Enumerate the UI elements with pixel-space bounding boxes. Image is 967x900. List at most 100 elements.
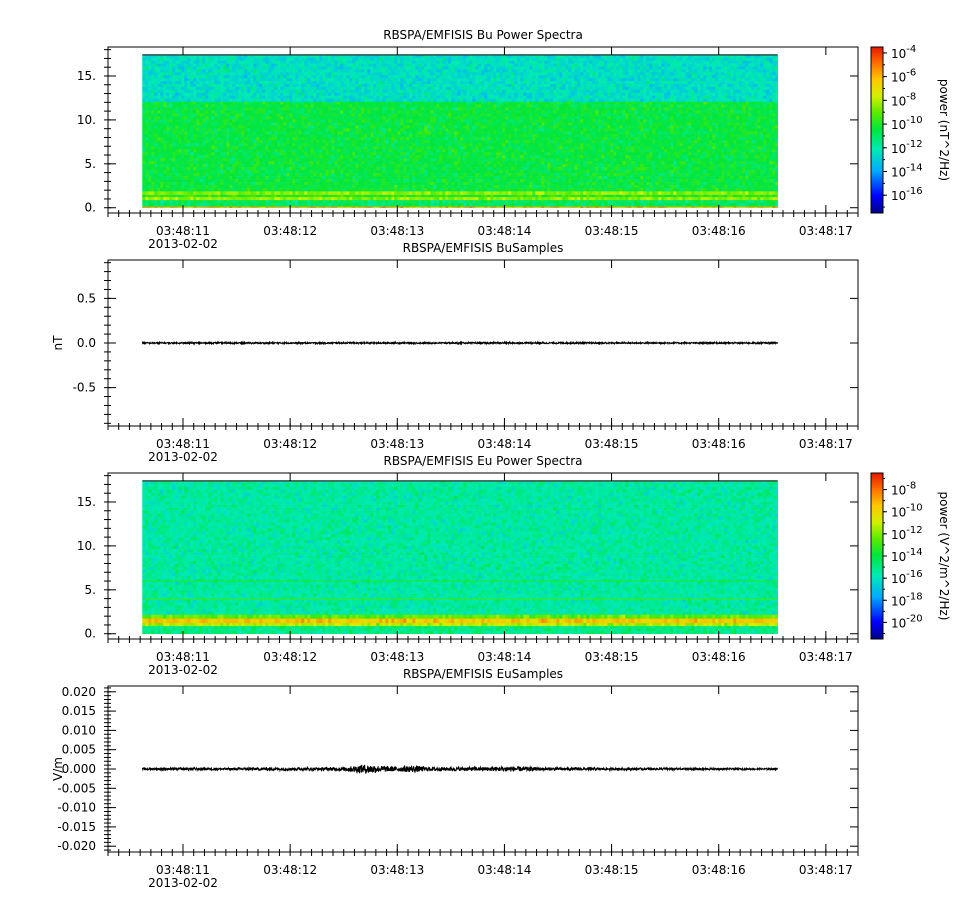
spectrogram-cell (466, 125, 469, 128)
spectrogram-cell (421, 110, 424, 113)
spectrogram-cell (397, 116, 400, 119)
spectrogram-cell (436, 125, 439, 128)
spectrogram-cell (514, 128, 517, 131)
spectrogram-cell (193, 116, 196, 119)
spectrogram-cell (295, 131, 298, 134)
spectrogram-cell (652, 101, 655, 104)
spectrogram-cell (469, 104, 472, 107)
spectrogram-cell (334, 110, 337, 113)
spectrogram-cell (718, 143, 721, 146)
spectrogram-cell (184, 152, 187, 155)
spectrogram-cell (730, 101, 733, 104)
spectrogram-cell (769, 131, 772, 134)
spectrogram-cell (223, 200, 226, 204)
spectrogram-cell (562, 116, 565, 119)
spectrogram-cell (760, 119, 763, 122)
spectrogram-cell (328, 143, 331, 146)
spectrogram-cell (676, 101, 679, 104)
spectrogram-cell (682, 119, 685, 122)
spectrogram-cell (610, 107, 613, 110)
spectrogram-cell (484, 125, 487, 128)
spectrogram-cell (277, 137, 280, 140)
spectrogram-cell (145, 125, 148, 128)
spectrogram-cell (604, 149, 607, 152)
spectrogram-cell (442, 197, 445, 200)
spectrogram-cell (661, 137, 664, 140)
spectrogram-cell (385, 125, 388, 128)
spectrogram-cell (442, 113, 445, 116)
spectrogram-cell (352, 131, 355, 134)
spectrogram-cell (607, 119, 610, 122)
spectrogram-cell (430, 191, 433, 195)
spectrogram-cell (553, 143, 556, 146)
spectrogram-cell (580, 195, 583, 197)
spectrogram-cell (418, 110, 421, 113)
spectrogram-cell (412, 122, 415, 125)
spectrogram-cell (694, 110, 697, 113)
spectrogram-cell (625, 191, 628, 195)
spectrogram-cell (565, 149, 568, 152)
spectrogram-cell (340, 203, 343, 207)
spectrogram-cell (640, 143, 643, 146)
spectrogram-cell (364, 143, 367, 146)
spectrogram-cell (271, 122, 274, 125)
spectrogram-cell (358, 200, 361, 204)
spectrogram-cell (313, 140, 316, 143)
spectrogram-cell (217, 152, 220, 155)
spectrogram-cell (202, 122, 205, 125)
spectrogram-cell (289, 143, 292, 146)
spectrogram-cell (472, 149, 475, 152)
spectrogram-cell (634, 146, 637, 149)
spectrogram-cell (514, 119, 517, 122)
spectrogram-cell (475, 101, 478, 104)
spectrogram-cell (229, 101, 232, 104)
spectrogram-cell (490, 113, 493, 116)
spectrogram-cell (556, 134, 559, 137)
spectrogram-cell (430, 101, 433, 104)
spectrogram-cell (142, 134, 145, 137)
spectrogram-cell (298, 200, 301, 204)
spectrogram-cell (520, 200, 523, 204)
spectrogram-cell (673, 119, 676, 122)
spectrogram-cell (607, 191, 610, 195)
spectrogram-cell (187, 146, 190, 149)
spectrogram-cell (646, 203, 649, 207)
spectrogram-cell (445, 195, 448, 197)
spectrogram-cell (145, 131, 148, 134)
spectrogram-cell (568, 134, 571, 137)
spectrogram-cell (466, 131, 469, 134)
spectrogram-cell (691, 143, 694, 146)
spectrogram-cell (595, 134, 598, 137)
spectrogram-cell (214, 191, 217, 195)
spectrogram-cell (211, 200, 214, 204)
spectrogram-cell (223, 203, 226, 207)
spectrogram-cell (619, 140, 622, 143)
spectrogram-cell (667, 137, 670, 140)
spectrogram-cell (649, 137, 652, 140)
spectrogram-cell (601, 104, 604, 107)
spectrogram-cell (733, 131, 736, 134)
spectrogram-cell (232, 110, 235, 113)
spectrogram-cell (187, 152, 190, 155)
spectrogram-cell (643, 143, 646, 146)
spectrogram-cell (610, 101, 613, 104)
spectrogram-cell (514, 101, 517, 104)
spectrogram-cell (622, 140, 625, 143)
spectrogram-cell (238, 140, 241, 143)
spectrogram-cell (472, 195, 475, 197)
spectrogram-cell (607, 104, 610, 107)
spectrogram-cell (766, 101, 769, 104)
spectrogram-cell (253, 104, 256, 107)
spectrogram-cell (658, 137, 661, 140)
spectrogram-cell (613, 101, 616, 104)
spectrogram-cell (664, 195, 667, 197)
spectrogram-cell (733, 195, 736, 197)
spectrogram-cell (436, 191, 439, 195)
spectrogram-cell (367, 134, 370, 137)
spectrogram-cell (190, 134, 193, 137)
spectrogram-cell (436, 104, 439, 107)
spectrogram-cell (169, 116, 172, 119)
spectrogram-cell (343, 137, 346, 140)
spectrogram-cell (454, 113, 457, 116)
spectrogram-cell (208, 195, 211, 197)
